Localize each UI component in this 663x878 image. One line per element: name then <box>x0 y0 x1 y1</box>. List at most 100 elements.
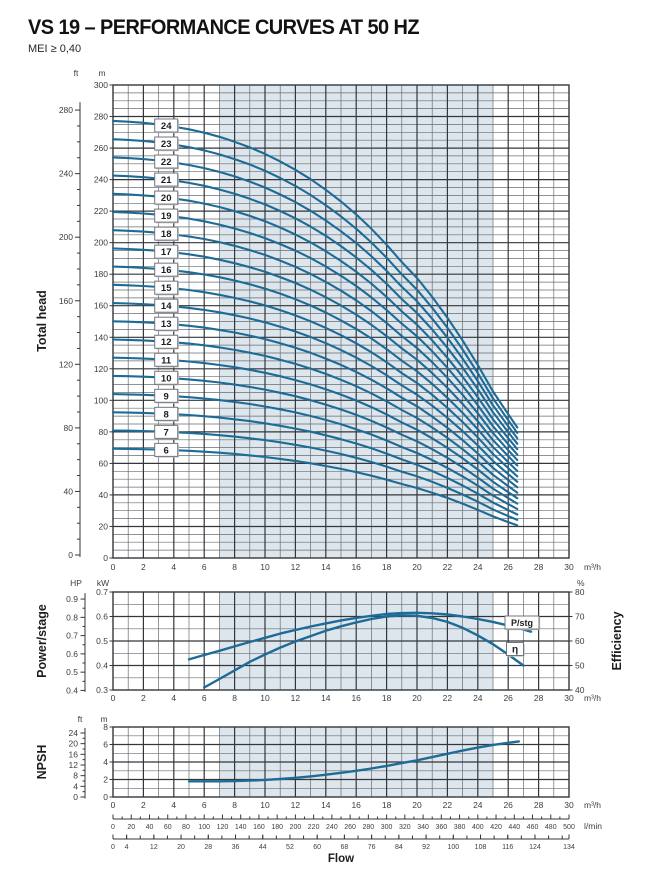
svg-text:4: 4 <box>125 844 129 851</box>
svg-text:18: 18 <box>382 562 392 572</box>
curve-stage-12 <box>111 338 519 494</box>
svg-text:160: 160 <box>253 824 265 831</box>
svg-text:180: 180 <box>271 824 283 831</box>
svg-text:6: 6 <box>103 740 108 750</box>
svg-text:24: 24 <box>473 693 483 703</box>
curve-stage-9 <box>111 393 519 511</box>
svg-text:0.4: 0.4 <box>66 685 78 695</box>
svg-text:26: 26 <box>503 693 513 703</box>
svg-text:240: 240 <box>59 169 73 179</box>
svg-text:22: 22 <box>443 693 453 703</box>
curve-stage-22 <box>111 156 519 440</box>
head-curves <box>111 119 519 527</box>
svg-text:15: 15 <box>161 283 172 294</box>
svg-text:30: 30 <box>564 800 574 810</box>
svg-text:80: 80 <box>64 423 74 433</box>
svg-text:0.9: 0.9 <box>66 594 78 604</box>
npsh-x-axis: 0 2 4 6 8 10 12 14 16 18 20 22 24 26 28 30 m³/h <box>111 800 602 810</box>
total-head-m-axis: 0 20 40 60 80 100 120 140 160 180 200 220 240 260 280 3… <box>94 68 113 563</box>
svg-text:4: 4 <box>171 693 176 703</box>
svg-text:240: 240 <box>326 824 338 831</box>
svg-text:kW: kW <box>97 578 109 588</box>
svg-text:19: 19 <box>161 211 172 222</box>
svg-text:0.7: 0.7 <box>96 587 108 597</box>
svg-text:100: 100 <box>198 824 210 831</box>
curve-stage-15 <box>111 283 519 478</box>
svg-text:28: 28 <box>534 800 544 810</box>
svg-text:70: 70 <box>575 612 585 622</box>
svg-text:160: 160 <box>94 301 108 311</box>
curve-stage-10 <box>111 374 519 505</box>
svg-text:2: 2 <box>103 775 108 785</box>
svg-text:280: 280 <box>94 112 108 122</box>
svg-text:460: 460 <box>527 824 539 831</box>
svg-text:12: 12 <box>161 337 172 348</box>
svg-text:40: 40 <box>575 685 585 695</box>
svg-text:m³/h: m³/h <box>584 562 601 572</box>
svg-text:6: 6 <box>202 693 207 703</box>
label-box-17: 17 <box>154 244 179 260</box>
svg-text:0.6: 0.6 <box>96 612 108 622</box>
svg-text:0: 0 <box>111 800 116 810</box>
svg-text:20: 20 <box>412 800 422 810</box>
curve-stage-8 <box>111 411 519 516</box>
npsh-m-axis: 0 2 4 6 8m <box>100 714 113 802</box>
svg-text:0: 0 <box>111 562 116 572</box>
svg-text:9: 9 <box>164 391 169 402</box>
svg-text:12: 12 <box>150 844 158 851</box>
svg-text:ft: ft <box>74 68 79 78</box>
svg-text:4: 4 <box>103 757 108 767</box>
svg-text:20: 20 <box>412 562 422 572</box>
curve-stage-21 <box>111 174 519 445</box>
svg-text:P/stg: P/stg <box>511 618 533 628</box>
svg-text:12: 12 <box>291 693 301 703</box>
label-box-21: 21 <box>154 172 179 188</box>
power-kw-axis: 0.3 0.4 0.5 0.6 0.7kW <box>96 578 113 695</box>
label-box-23: 23 <box>154 136 179 152</box>
label-box-η: η <box>506 642 525 657</box>
svg-text:140: 140 <box>94 332 108 342</box>
svg-text:4: 4 <box>73 781 78 791</box>
curve-stage-23 <box>111 138 519 434</box>
svg-text:80: 80 <box>182 824 190 831</box>
svg-text:10: 10 <box>260 562 270 572</box>
svg-text:16: 16 <box>351 562 361 572</box>
svg-text:280: 280 <box>59 105 73 115</box>
svg-text:40: 40 <box>146 824 154 831</box>
svg-text:14: 14 <box>321 693 331 703</box>
svg-text:300: 300 <box>94 80 108 90</box>
svg-text:0.4: 0.4 <box>96 661 108 671</box>
svg-text:52: 52 <box>286 844 294 851</box>
svg-text:180: 180 <box>94 269 108 279</box>
svg-text:6: 6 <box>202 562 207 572</box>
svg-text:12: 12 <box>291 800 301 810</box>
svg-text:0.8: 0.8 <box>66 612 78 622</box>
svg-text:60: 60 <box>164 824 172 831</box>
svg-text:40: 40 <box>99 490 109 500</box>
label-box-6: 6 <box>154 442 179 458</box>
svg-text:44: 44 <box>259 844 267 851</box>
svg-text:140: 140 <box>235 824 247 831</box>
svg-text:134: 134 <box>563 844 575 851</box>
svg-text:NPSH: NPSH <box>35 745 49 780</box>
svg-text:16: 16 <box>69 749 79 759</box>
svg-text:2: 2 <box>141 562 146 572</box>
svg-text:η: η <box>512 645 518 656</box>
svg-text:6: 6 <box>202 800 207 810</box>
svg-text:22: 22 <box>161 157 172 168</box>
svg-text:14: 14 <box>321 800 331 810</box>
label-box-20: 20 <box>154 190 179 206</box>
svg-text:420: 420 <box>490 824 502 831</box>
svg-text:24: 24 <box>69 728 79 738</box>
curve-stage-11 <box>111 356 519 500</box>
svg-text:12: 12 <box>69 760 79 770</box>
svg-text:92: 92 <box>422 844 430 851</box>
power-hp-axis: 0.4 0.5 0.6 0.7 0.8 0.9 HP <box>66 578 86 695</box>
svg-text:18: 18 <box>382 800 392 810</box>
svg-text:68: 68 <box>341 844 349 851</box>
svg-text:20: 20 <box>69 739 79 749</box>
svg-text:340: 340 <box>417 824 429 831</box>
svg-text:30: 30 <box>564 562 574 572</box>
